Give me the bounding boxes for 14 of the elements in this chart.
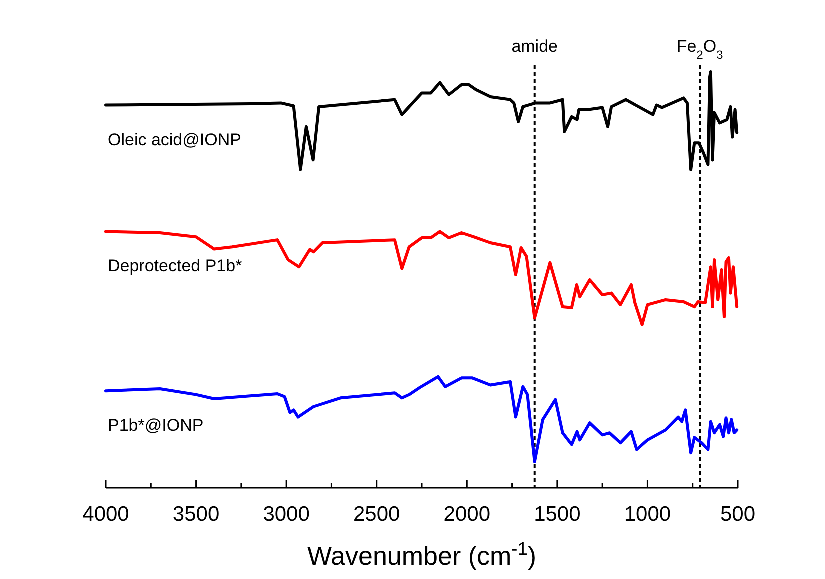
x-tick-label: 3500 [172,503,220,526]
series-label: P1b*@IONP [108,416,204,436]
x-tick-label: 1500 [534,503,581,526]
x-tick-label: 500 [720,503,756,526]
ref-line-label: amide [512,37,558,56]
series-label: Deprotected P1b* [108,256,243,276]
x-tick-label: 2000 [444,503,490,526]
series-label: Oleic acid@IONP [108,130,242,150]
ref-line-label: Fe$_{2}$O$_{3}$ [676,37,724,62]
x-tick-label: 3000 [263,503,310,526]
x-tick-label: 1000 [624,503,672,526]
x-tick-label: 2500 [354,503,400,526]
x-tick-label: 4000 [82,503,130,526]
x-axis-title: Wavenumber (cm$^{-1}$) [307,539,537,571]
